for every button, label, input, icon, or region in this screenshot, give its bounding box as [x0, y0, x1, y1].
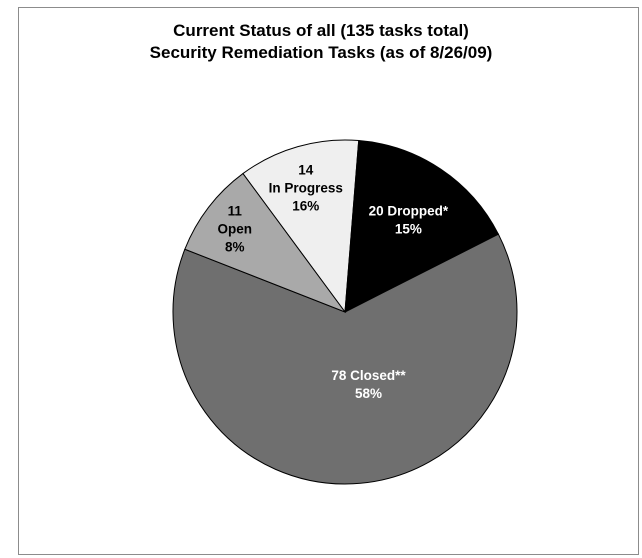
pie-slice-2 — [172, 233, 518, 485]
pie-slice-label-0: 14 In Progress 16% — [269, 162, 343, 213]
chart-title-block: Current Status of all (135 tasks total) … — [0, 20, 642, 64]
pie-slice-label-3: 11 Open 8% — [218, 204, 253, 255]
pie-slice-3 — [184, 172, 347, 314]
chart-subtitle: Security Remediation Tasks (as of 8/26/0… — [149, 43, 493, 62]
pie-slice-1 — [344, 140, 500, 313]
pie-slice-label-2: 78 Closed** 58% — [331, 368, 406, 401]
chart-title: Current Status of all (135 tasks total) — [173, 21, 469, 40]
pie-slice-label-1: 20 Dropped* 15% — [369, 203, 449, 236]
pie-slice-0 — [242, 139, 360, 314]
